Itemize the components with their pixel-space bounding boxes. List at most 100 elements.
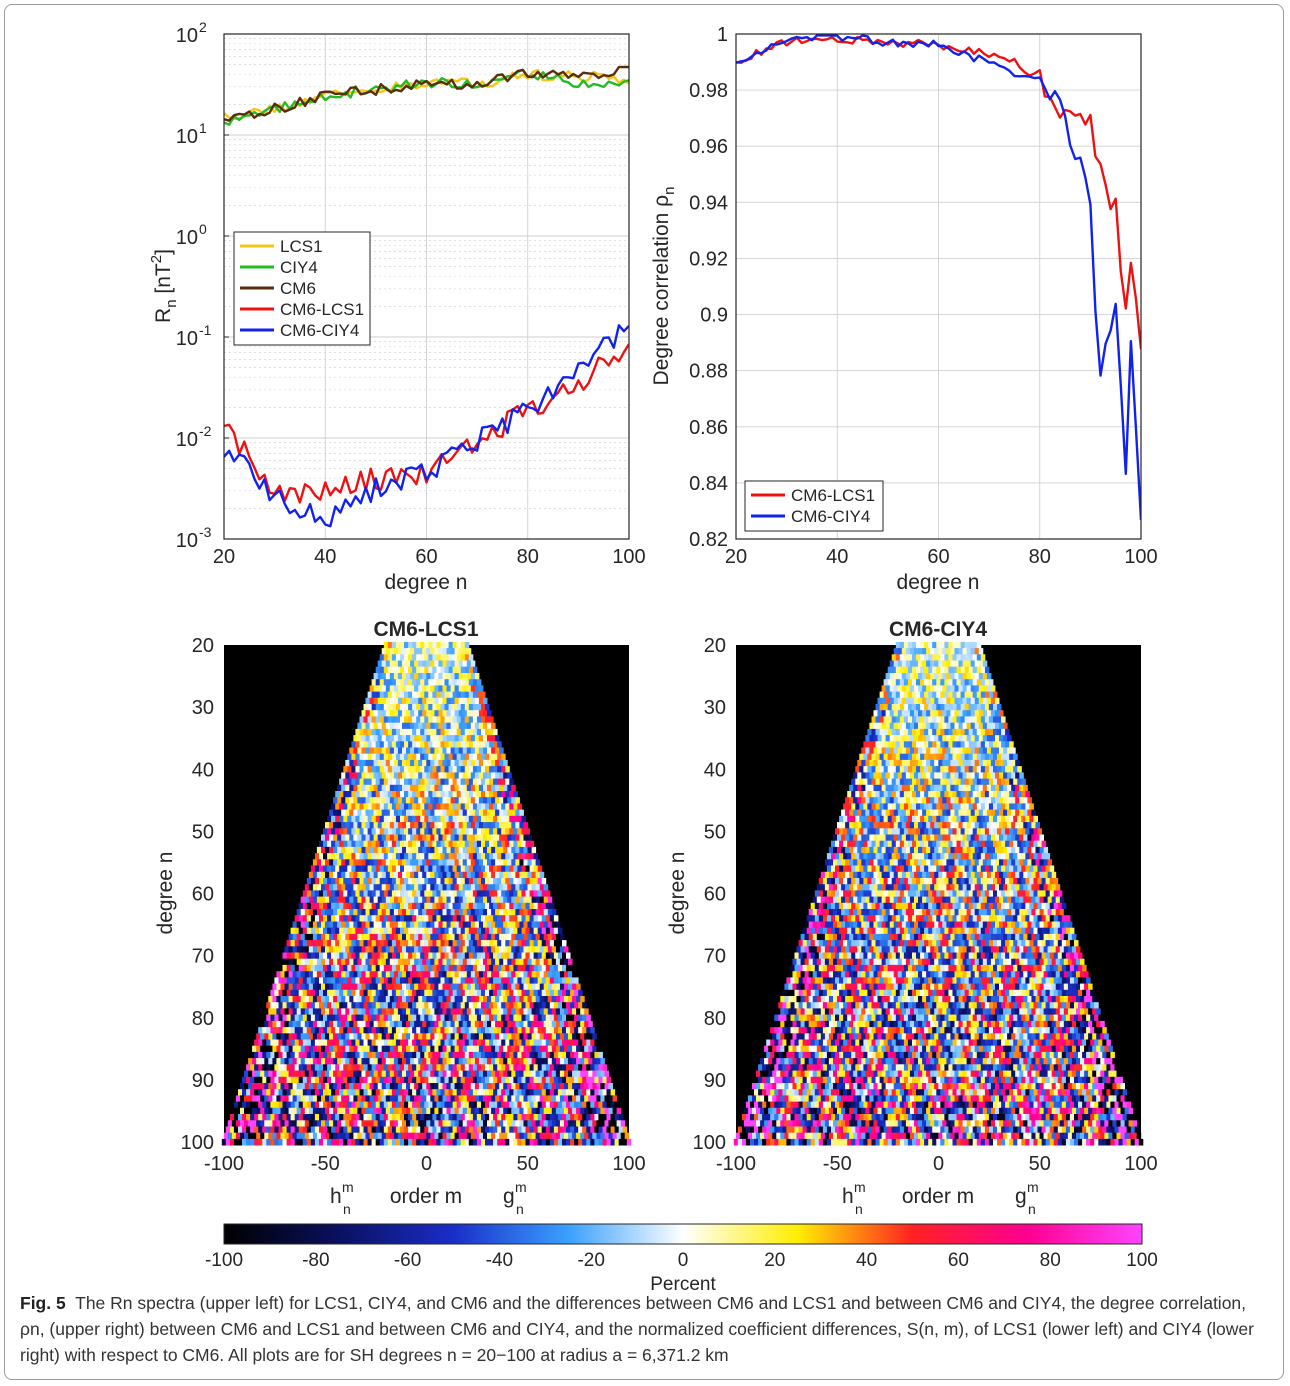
- heatmap-lcs1-cell: [268, 1058, 273, 1065]
- heatmap-lcs1-cell: [258, 1114, 263, 1121]
- heatmap-lcs1-cell: [533, 1126, 539, 1134]
- heatmap-lcs1-cell: [452, 1064, 458, 1071]
- heatmap-lcs1-cell: [570, 1027, 575, 1034]
- heatmap-lcs1-cell: [452, 1039, 458, 1047]
- heatmap-lcs1-cell: [521, 989, 526, 997]
- heatmap-lcs1-cell: [280, 1058, 285, 1065]
- heatmap-lcs1-cell: [478, 1033, 484, 1040]
- heatmap-lcs1-cell: [476, 940, 482, 947]
- heatmap-lcs1-cell: [325, 1107, 330, 1115]
- heatmap-lcs1-cell: [487, 996, 492, 1003]
- heatmap-lcs1-cell: [428, 753, 433, 761]
- heatmap-lcs1-cell: [323, 989, 328, 997]
- heatmap-lcs1-cell: [456, 1076, 462, 1084]
- heatmap-lcs1-cell: [515, 859, 520, 866]
- heatmap-lcs1-cell: [395, 1114, 401, 1121]
- heatmap-lcs1-cell: [462, 1033, 468, 1040]
- heatmap-lcs1-cell: [519, 1107, 524, 1115]
- heatmap-lcs1-cell: [503, 834, 508, 842]
- heatmap-lcs1-cell: [537, 977, 543, 984]
- heatmap-lcs1-cell: [337, 1095, 342, 1102]
- heatmap-lcs1-cell: [521, 1014, 526, 1022]
- heatmap-lcs1-cell: [389, 933, 395, 941]
- heatmap-lcs1-cell: [397, 1033, 403, 1040]
- heatmap-lcs1-cell: [412, 704, 417, 711]
- heatmap-lcs1-cell: [462, 747, 468, 755]
- heatmap-lcs1-cell: [397, 884, 403, 891]
- heatmap-lcs1-cell: [562, 1014, 567, 1022]
- heatmap-lcs1-cell: [367, 741, 373, 748]
- heatmap-lcs1-cell: [402, 759, 407, 767]
- heatmap-lcs1-cell: [400, 940, 405, 947]
- heatmap-lcs1-cell: [428, 853, 433, 860]
- heatmap-lcs1-cell: [308, 1095, 314, 1102]
- heatmap-lcs1-cell: [254, 1064, 259, 1071]
- heatmap-lcs1-cell: [379, 1076, 385, 1084]
- heatmap-lcs1-cell: [418, 946, 423, 953]
- heatmap-lcs1-cell: [541, 1014, 547, 1022]
- heatmap-lcs1-cell: [406, 996, 411, 1003]
- heatmap-lcs1-cell: [474, 1058, 480, 1065]
- heatmap-lcs1-cell: [474, 909, 480, 916]
- heatmap-lcs1-cell: [306, 915, 312, 922]
- heatmap-lcs1-cell: [456, 778, 462, 786]
- heatmap-lcs1-cell: [327, 915, 332, 922]
- heatmap-lcs1-cell: [391, 952, 397, 960]
- heatmap-lcs1-cell: [497, 766, 502, 773]
- heatmap-lcs1-cell: [290, 940, 296, 947]
- heatmap-lcs1-cell: [426, 1120, 431, 1127]
- heatmap-lcs1-cell: [487, 772, 492, 779]
- heatmap-lcs1-cell: [438, 921, 443, 929]
- heatmap-lcs1-cell: [428, 890, 433, 897]
- heatmap-lcs1-cell: [367, 753, 373, 761]
- heatmap-lcs1-cell: [535, 896, 541, 904]
- heatmap-lcs1-cell: [381, 759, 387, 767]
- heatmap-lcs1-cell: [327, 1064, 332, 1071]
- heatmap-lcs1-cell: [450, 958, 456, 966]
- heatmap-lcs1-cell: [389, 859, 395, 866]
- heatmap-lcs1-cell: [244, 1120, 249, 1127]
- heatmap-lcs1-cell: [503, 822, 508, 829]
- heatmap-lcs1-cell: [379, 1126, 385, 1134]
- heatmap-lcs1-cell: [562, 989, 567, 997]
- heatmap-lcs1-cell: [369, 971, 375, 978]
- heatmap-lcs1-cell: [414, 784, 419, 792]
- heatmap-lcs1-cell: [499, 1045, 504, 1053]
- heatmap-lcs1-cell: [381, 660, 387, 668]
- heatmap-lcs1-cell: [472, 915, 478, 922]
- heatmap-lcs1-cell: [444, 791, 449, 798]
- heatmap-lcs1-cell: [456, 728, 462, 736]
- heatmap-lcs1-cell: [513, 902, 518, 910]
- heatmap-lcs1-cell: [578, 989, 583, 997]
- heatmap-lcs1-cell: [327, 853, 332, 860]
- heatmap-lcs1-cell: [306, 1002, 312, 1009]
- heatmap-lcs1-cell: [537, 878, 543, 885]
- heatmap-lcs1-cell: [383, 704, 389, 711]
- heatmap-lcs1-cell: [448, 989, 454, 997]
- heatmap-lcs1-cell: [495, 884, 500, 891]
- heatmap-lcs1-cell: [495, 859, 500, 866]
- heatmap-lcs1-cell: [566, 1089, 571, 1096]
- heatmap-lcs1-cell: [549, 1039, 555, 1047]
- heatmap-lcs1-cell: [316, 859, 322, 866]
- heatmap-lcs1-cell: [462, 1045, 468, 1053]
- heatmap-lcs1-cell: [359, 964, 364, 972]
- heatmap-lcs1-cell: [432, 791, 437, 798]
- heatmap-lcs1-cell: [416, 952, 421, 960]
- heatmap-lcs1-cell: [345, 946, 350, 953]
- heatmap-lcs1-cell: [282, 1014, 287, 1022]
- heatmap-lcs1-cell: [400, 1002, 405, 1009]
- heatmap-lcs1-cell: [290, 989, 296, 997]
- heatmap-lcs1-cell: [612, 1132, 618, 1140]
- heatmap-lcs1-cell: [331, 828, 336, 835]
- heatmap-lcs1-cell: [487, 958, 492, 966]
- heatmap-lcs1-cell: [343, 1039, 348, 1047]
- heatmap-lcs1-cell: [416, 902, 421, 910]
- heatmap-lcs1-cell: [286, 1064, 292, 1071]
- heatmap-lcs1-cell: [426, 1132, 431, 1140]
- heatmap-lcs1-cell: [454, 722, 460, 730]
- heatmap-lcs1-cell: [462, 958, 468, 966]
- heatmap-lcs1-cell: [505, 878, 510, 885]
- heatmap-lcs1-cell: [310, 1089, 316, 1096]
- heatmap-lcs1-cell: [335, 1101, 340, 1109]
